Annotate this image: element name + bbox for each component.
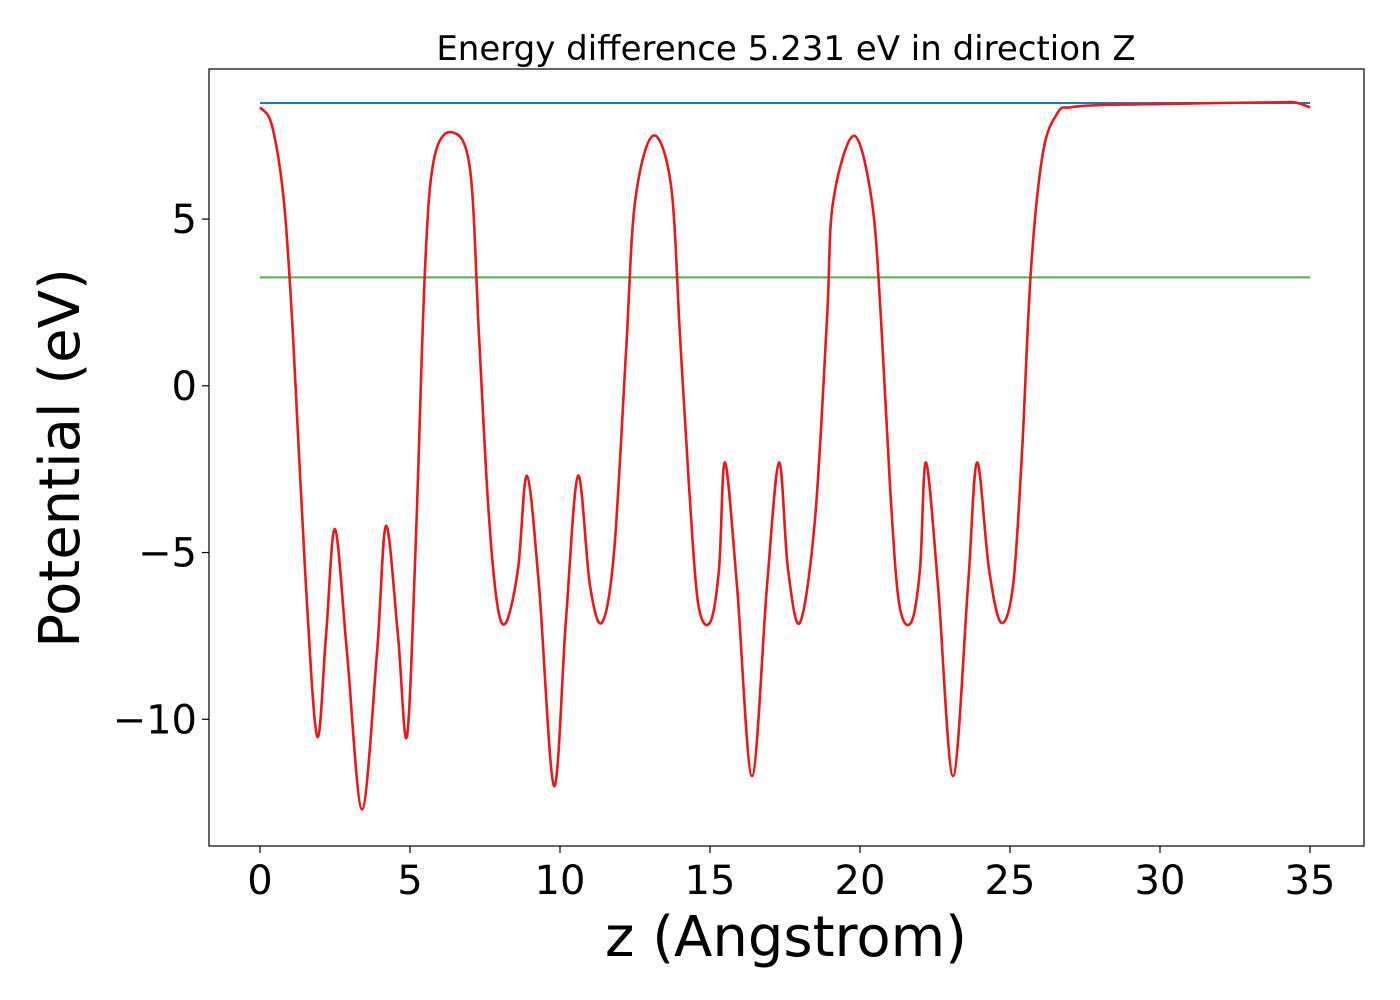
x-axis-ticks: 0 5 10 15 20 25 30 35 <box>247 846 1335 904</box>
x-tick-label: 0 <box>247 858 272 904</box>
plot-area-frame <box>208 68 1365 847</box>
y-tick-label: 0 <box>172 364 197 410</box>
y-axis-label: Potential (eV) <box>28 268 93 648</box>
x-tick-label: 30 <box>1135 858 1186 904</box>
chart-title: Energy difference 5.231 eV in direction … <box>436 29 1135 69</box>
x-tick-label: 25 <box>985 858 1036 904</box>
y-axis-ticks: −10 −5 0 5 <box>113 197 209 743</box>
x-tick-label: 10 <box>535 858 586 904</box>
y-tick-label: −10 <box>113 697 197 743</box>
y-tick-label: −5 <box>138 531 197 577</box>
x-axis-label: z (Angstrom) <box>605 905 967 970</box>
series-line-2 <box>258 100 1311 811</box>
x-tick-label: 5 <box>397 858 422 904</box>
x-tick-label: 20 <box>835 858 886 904</box>
x-tick-label: 15 <box>685 858 736 904</box>
series-layer <box>258 100 1311 811</box>
x-tick-label: 35 <box>1285 858 1336 904</box>
y-tick-label: 5 <box>172 197 197 243</box>
